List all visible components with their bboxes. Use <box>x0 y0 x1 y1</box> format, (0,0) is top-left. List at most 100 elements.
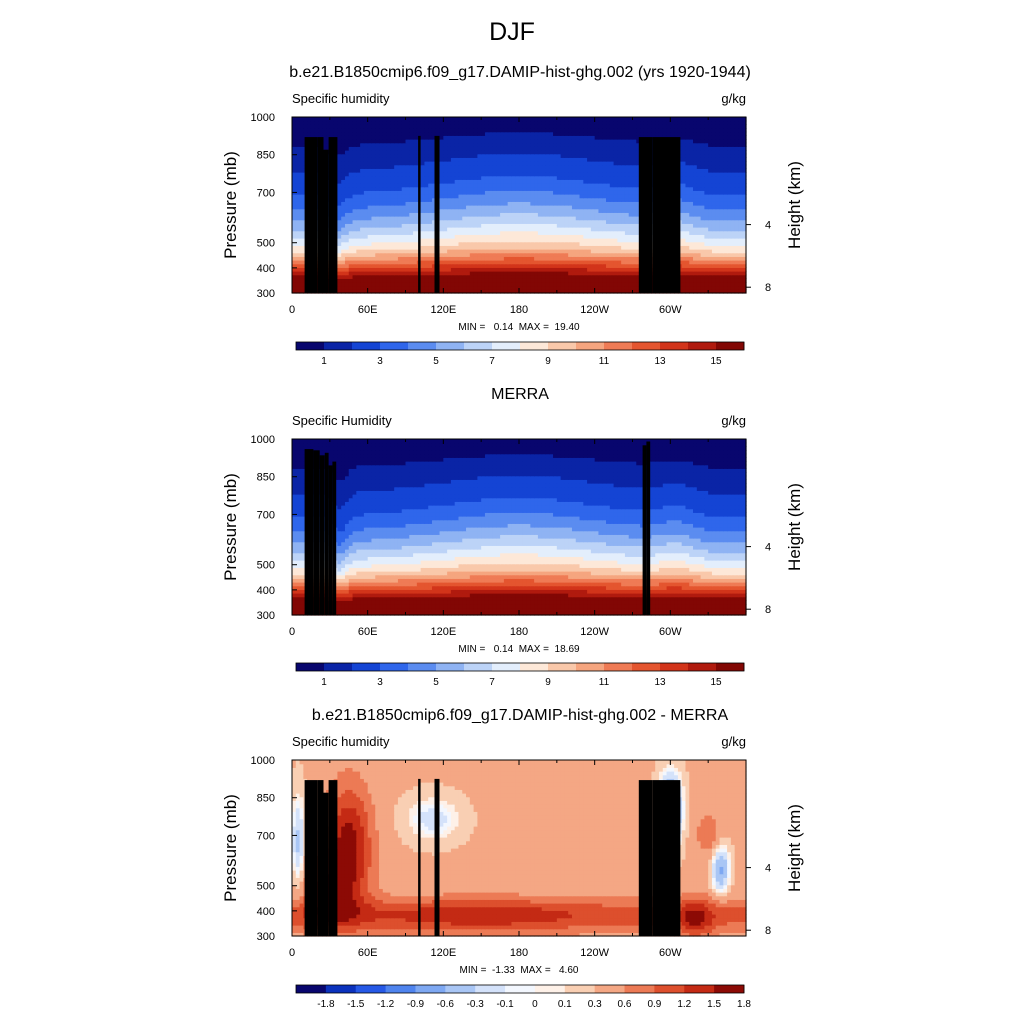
heatmap-cell <box>723 201 728 206</box>
heatmap-cell <box>420 230 426 235</box>
heatmap-cell <box>360 260 365 265</box>
heatmap-cell <box>352 142 357 147</box>
heatmap-cell <box>526 208 531 213</box>
heatmap-cell <box>367 274 373 279</box>
heatmap-cell <box>621 267 626 272</box>
heatmap-cell <box>466 175 471 180</box>
heatmap-cell <box>394 186 399 191</box>
heatmap-cell <box>367 285 373 290</box>
heatmap-cell <box>356 190 361 195</box>
heatmap-cell <box>299 190 304 195</box>
heatmap-cell <box>568 252 573 257</box>
heatmap-cell <box>598 175 603 180</box>
heatmap-cell <box>602 249 607 254</box>
heatmap-cell <box>450 289 456 294</box>
heatmap-cell <box>500 201 505 206</box>
heatmap-cell <box>360 282 365 287</box>
heatmap-cell <box>522 223 528 228</box>
heatmap-cell <box>704 234 709 239</box>
heatmap-cell <box>503 164 509 169</box>
heatmap-cell <box>424 183 429 188</box>
heatmap-cell <box>431 249 437 254</box>
heatmap-cell <box>689 172 694 177</box>
heatmap-cell <box>594 201 600 206</box>
heatmap-cell <box>394 234 399 239</box>
heatmap-cell <box>594 289 600 294</box>
heatmap-cell <box>450 260 456 265</box>
heatmap-cell <box>477 146 482 151</box>
heatmap-cell <box>375 282 380 287</box>
heatmap-cell <box>443 219 448 224</box>
heatmap-cell <box>719 274 724 279</box>
heatmap-cell <box>571 186 577 191</box>
heatmap-cell <box>439 241 444 246</box>
heatmap-cell <box>621 241 626 246</box>
heatmap-cell <box>689 252 694 257</box>
heatmap-cell <box>484 219 490 224</box>
heatmap-cell <box>295 278 301 283</box>
heatmap-cell <box>708 157 713 162</box>
heatmap-cell <box>560 168 565 173</box>
heatmap-cell <box>587 256 592 261</box>
heatmap-cell <box>545 153 550 158</box>
heatmap-cell <box>492 150 497 155</box>
heatmap-cell <box>624 153 630 158</box>
heatmap-cell <box>564 146 569 151</box>
heatmap-cell <box>496 153 501 158</box>
heatmap-cell <box>553 201 558 206</box>
heatmap-cell <box>299 274 304 279</box>
heatmap-cell <box>363 212 369 217</box>
heatmap-cell <box>397 219 403 224</box>
heatmap-cell <box>681 216 687 221</box>
heatmap-cell <box>579 194 584 199</box>
heatmap-cell <box>719 241 724 246</box>
heatmap-cell <box>606 164 611 169</box>
heatmap-cell <box>636 289 641 294</box>
heatmap-cell <box>587 157 592 162</box>
heatmap-cell <box>693 285 698 290</box>
heatmap-cell <box>636 252 641 257</box>
heatmap-cell <box>344 142 350 147</box>
heatmap-cell <box>617 238 622 243</box>
heatmap-cell <box>560 183 565 188</box>
heatmap-cell <box>447 172 452 177</box>
heatmap-cell <box>560 186 565 191</box>
heatmap-cell <box>594 183 600 188</box>
heatmap-cell <box>356 153 361 158</box>
heatmap-cell <box>556 241 562 246</box>
heatmap-cell <box>496 223 501 228</box>
heatmap-cell <box>492 172 497 177</box>
heatmap-cell <box>462 197 467 202</box>
heatmap-cell <box>424 260 429 265</box>
heatmap-cell <box>397 263 403 268</box>
heatmap-cell <box>564 263 569 268</box>
heatmap-cell <box>689 230 694 235</box>
heatmap-cell <box>390 186 395 191</box>
heatmap-cell <box>292 271 297 276</box>
heatmap-cell <box>723 245 728 250</box>
heatmap-cell <box>587 208 592 213</box>
heatmap-cell <box>443 263 448 268</box>
heatmap-cell <box>500 179 505 184</box>
heatmap-cell <box>466 208 471 213</box>
heatmap-cell <box>413 186 418 191</box>
heatmap-cell <box>503 274 509 279</box>
heatmap-cell <box>341 172 346 177</box>
heatmap-cell <box>375 278 380 283</box>
heatmap-cell <box>609 227 615 232</box>
heatmap-cell <box>375 212 380 217</box>
heatmap-cell <box>352 241 357 246</box>
heatmap-cell <box>590 289 596 294</box>
heatmap-cell <box>326 142 331 147</box>
heatmap-cell <box>386 263 391 268</box>
heatmap-cell <box>587 146 592 151</box>
heatmap-cell <box>579 238 584 243</box>
heatmap-cell <box>730 168 736 173</box>
heatmap-cell <box>738 190 743 195</box>
heatmap-cell <box>594 219 600 224</box>
heatmap-cell <box>481 150 486 155</box>
heatmap-cell <box>526 153 531 158</box>
heatmap-cell <box>428 161 433 166</box>
heatmap-cell <box>606 252 611 257</box>
heatmap-cell <box>341 241 346 246</box>
